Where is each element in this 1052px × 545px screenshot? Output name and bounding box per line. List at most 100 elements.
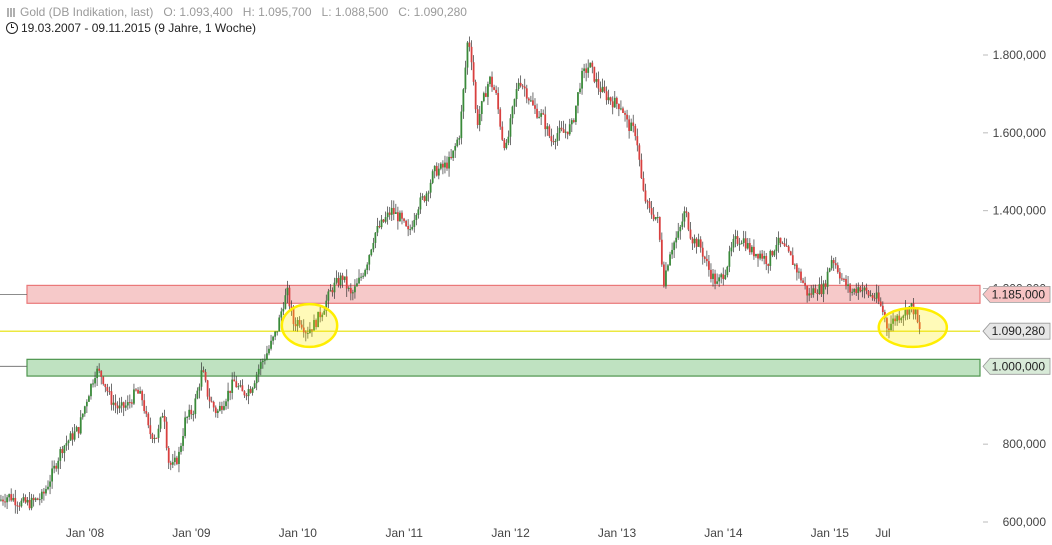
- candle-body: [636, 136, 639, 146]
- candle-body: [421, 196, 424, 198]
- candle-body: [233, 379, 236, 382]
- candle-body: [789, 251, 792, 256]
- candle-body: [315, 320, 317, 328]
- candle-body: [196, 390, 199, 399]
- candle-body: [724, 275, 727, 280]
- candle-body: [431, 171, 434, 183]
- candle-body: [812, 288, 815, 295]
- candle-body: [869, 295, 872, 297]
- candle-body: [163, 416, 166, 422]
- candle-body: [660, 239, 663, 265]
- candle-body: [259, 362, 262, 369]
- candle-body: [239, 385, 242, 387]
- candle-body: [722, 274, 725, 280]
- candle-body: [468, 42, 471, 47]
- y-tick-label: 1.600,000: [993, 126, 1047, 140]
- candle-body: [742, 238, 745, 243]
- candle-body: [401, 212, 403, 219]
- candle-body: [581, 70, 583, 89]
- candle-body: [550, 136, 553, 142]
- candle-body: [194, 398, 197, 414]
- candle-body: [748, 243, 751, 253]
- candle-body: [26, 499, 29, 503]
- candle-body: [255, 374, 258, 384]
- candle-body: [816, 293, 819, 295]
- candle-body: [155, 437, 158, 439]
- candle-body: [392, 207, 395, 214]
- candle-body: [714, 273, 716, 284]
- candle-body: [92, 383, 94, 385]
- candle-body: [24, 497, 27, 503]
- x-tick-label: Jul: [875, 526, 890, 540]
- candle-body: [857, 287, 860, 293]
- candle-body: [96, 368, 99, 379]
- candle-body: [703, 256, 706, 259]
- highlight-ellipse: [877, 306, 949, 349]
- candle-body: [378, 226, 381, 228]
- candle-body: [143, 400, 146, 412]
- candle-body: [249, 389, 252, 393]
- candle-body: [329, 290, 332, 292]
- candle-body: [65, 443, 68, 446]
- candle-body: [474, 81, 477, 110]
- candle-body: [879, 301, 882, 306]
- x-tick-label: Jan '13: [598, 526, 637, 540]
- candle-body: [554, 140, 557, 143]
- candle-body: [720, 274, 723, 278]
- candle-body: [20, 500, 23, 507]
- candle-body: [405, 220, 407, 227]
- candle-body: [450, 156, 452, 159]
- candle-body: [548, 126, 551, 137]
- candle-body: [585, 68, 588, 73]
- x-tick-label: Jan '14: [704, 526, 743, 540]
- candle-body: [728, 251, 731, 267]
- candle-body: [40, 491, 43, 500]
- candle-body: [888, 328, 890, 331]
- candle-body: [630, 122, 633, 131]
- candle-body: [208, 396, 211, 402]
- candle-body: [705, 258, 708, 262]
- candle-body: [517, 82, 520, 90]
- candle-body: [865, 287, 868, 292]
- candle-body: [161, 416, 164, 418]
- candle-body: [319, 311, 322, 318]
- candle-body: [130, 402, 133, 404]
- candle-body: [845, 278, 847, 287]
- candle-body: [802, 280, 804, 283]
- x-tick-label: Jan '09: [172, 526, 211, 540]
- x-tick-label: Jan '15: [811, 526, 850, 540]
- y-tick-label: 1.400,000: [993, 204, 1047, 218]
- price-tag: [982, 285, 1051, 303]
- candle-body: [509, 118, 512, 137]
- candle-body: [838, 272, 841, 279]
- candle-body: [873, 297, 876, 299]
- candle-body: [521, 85, 524, 87]
- candle-body: [677, 231, 680, 238]
- candle-body: [145, 411, 148, 414]
- candle-body: [409, 229, 412, 231]
- candle-body: [139, 391, 141, 394]
- candle-body: [875, 292, 878, 299]
- candle-body: [272, 336, 274, 341]
- candle-body: [761, 253, 764, 259]
- candle-body: [313, 320, 315, 331]
- candle-body: [309, 329, 311, 333]
- candle-body: [587, 67, 590, 73]
- candle-body: [270, 340, 272, 349]
- candle-body: [579, 88, 581, 93]
- candle-body: [904, 308, 907, 316]
- candle-body: [853, 288, 856, 292]
- candle-body: [773, 251, 776, 256]
- candle-body: [188, 409, 191, 418]
- candle-body: [458, 138, 461, 140]
- candle-body: [345, 276, 348, 289]
- candle-body: [135, 389, 137, 391]
- candle-body: [452, 150, 455, 159]
- candle-body: [106, 387, 109, 392]
- candle-body: [251, 387, 254, 393]
- candle-body: [266, 353, 268, 360]
- candle-body: [914, 309, 917, 315]
- candle-body: [824, 283, 827, 287]
- candle-body: [716, 281, 718, 284]
